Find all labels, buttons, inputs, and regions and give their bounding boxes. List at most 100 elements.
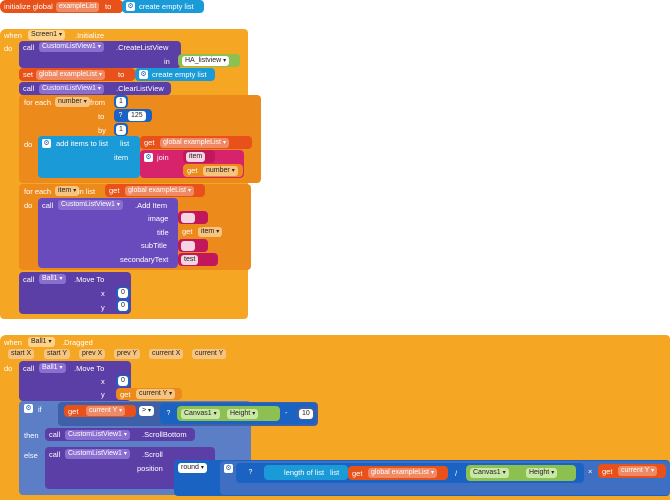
text-item-block[interactable]: item — [183, 150, 215, 163]
for-each-label: for each — [24, 98, 52, 107]
component-dropdown[interactable]: CustomListView1 ▾ — [65, 449, 130, 459]
secondary-text-value[interactable]: test — [181, 254, 199, 265]
image-text-value[interactable] — [181, 212, 195, 223]
get-label: get — [352, 468, 363, 478]
call-label: call — [23, 43, 35, 52]
listview-arrangement-dropdown[interactable]: HA_listview ▾ — [182, 55, 230, 66]
get-item-block[interactable]: get item ▾ — [178, 225, 229, 238]
y-number-block[interactable]: 0 — [116, 300, 130, 312]
add-items-to-list-block[interactable]: ⚙ add items to list list item — [38, 136, 140, 178]
x-number-block-2[interactable]: 0 — [116, 375, 130, 387]
clear-list-view-block[interactable]: call CustomListView1 ▾ .ClearListView — [19, 82, 171, 95]
get-current-y-block-3[interactable]: get current Y ▾ — [598, 464, 666, 478]
component-dropdown[interactable]: CustomListView1 ▾ — [65, 429, 130, 440]
gear-icon[interactable]: ⚙ — [144, 153, 153, 162]
param-prev-y[interactable]: prev Y — [114, 349, 141, 359]
ball-move-to-block[interactable]: call Ball1 ▾ .Move To x y — [19, 272, 131, 314]
by-value[interactable]: 1 — [116, 124, 126, 135]
gear-icon[interactable]: ⚙ — [139, 70, 148, 79]
get-current-y-block-2[interactable]: get current Y ▾ — [64, 405, 136, 417]
do-label: do — [4, 364, 13, 373]
screen-component-dropdown[interactable]: Screen1 ▾ — [28, 30, 66, 40]
by-number-block[interactable]: 1 — [114, 123, 128, 136]
canvas-height-getter-2[interactable]: Canvas1 ▾ Height ▾ — [466, 465, 576, 481]
by-label: by — [98, 126, 106, 135]
component-dropdown[interactable]: CustomListView1 ▾ — [39, 83, 104, 94]
help-icon[interactable]: ? — [164, 409, 173, 418]
gear-icon[interactable]: ⚙ — [224, 464, 233, 473]
global-var-name[interactable]: exampleList — [56, 1, 100, 12]
multiply-label: × — [588, 467, 593, 476]
minus-value[interactable]: 10 — [299, 408, 313, 419]
param-start-x[interactable]: start X — [8, 349, 35, 359]
set-list-block[interactable]: set global exampleList ▾ to — [19, 68, 135, 81]
get-number-block[interactable]: get number ▾ — [183, 164, 243, 177]
param-start-y[interactable]: start Y — [44, 349, 71, 359]
if-label: if — [38, 405, 42, 414]
loop-var-name[interactable]: item ▾ — [55, 186, 80, 196]
get-item-dropdown[interactable]: item ▾ — [198, 226, 223, 237]
get-current-y-dropdown[interactable]: current Y ▾ — [136, 389, 176, 399]
set-label: set — [23, 70, 34, 79]
canvas-height-getter[interactable]: Canvas1 ▾ Height ▾ — [177, 406, 280, 421]
get-var-dropdown[interactable]: global exampleList ▾ — [368, 468, 437, 478]
secondary-text-block[interactable]: test — [178, 253, 218, 266]
subtitle-text-block[interactable] — [178, 239, 208, 252]
param-current-x[interactable]: current X — [149, 349, 184, 359]
get-var-dropdown[interactable]: current Y ▾ — [86, 406, 126, 416]
param-current-y[interactable]: current Y — [192, 349, 227, 359]
to-value[interactable]: 125 — [128, 110, 146, 121]
get-global-list-block[interactable]: get global exampleList ▾ — [140, 136, 252, 149]
component-dropdown[interactable]: CustomListView1 ▾ — [39, 42, 104, 52]
from-number-block[interactable]: 1 — [114, 95, 128, 108]
help-icon[interactable]: ? — [116, 111, 125, 120]
create-list-view-block[interactable]: call CustomListView1 ▾ .CreateListView i… — [19, 41, 181, 68]
minus-number-block[interactable]: 10 — [297, 407, 315, 420]
x-value[interactable]: 0 — [118, 288, 128, 298]
height-property-dropdown[interactable]: Height ▾ — [526, 468, 558, 478]
component-dropdown[interactable]: CustomListView1 ▾ — [58, 200, 123, 210]
round-dropdown[interactable]: round ▾ — [178, 463, 207, 473]
subtitle-text-value[interactable] — [181, 240, 195, 251]
listview-arrangement-block[interactable]: HA_listview ▾ — [178, 54, 240, 67]
set-var-dropdown[interactable]: global exampleList ▾ — [36, 69, 105, 80]
help-icon[interactable]: ? — [246, 468, 255, 477]
ball-move-to-block-2[interactable]: call Ball1 ▾ .Move To x y — [19, 361, 131, 401]
canvas-component-dropdown[interactable]: Canvas1 ▾ — [181, 408, 220, 419]
get-var-dropdown[interactable]: current Y ▾ — [618, 466, 658, 476]
image-text-block[interactable] — [178, 211, 208, 224]
create-empty-list-block-2[interactable]: ⚙ create empty list — [135, 68, 215, 81]
component-dropdown[interactable]: Ball1 ▾ — [39, 363, 66, 373]
ball-component-dropdown[interactable]: Ball1 ▾ — [28, 337, 55, 347]
length-of-list-label: length of list — [284, 468, 325, 477]
get-global-list-block-2[interactable]: get global exampleList ▾ — [105, 184, 205, 197]
create-empty-list-block[interactable]: ⚙ create empty list — [122, 0, 204, 13]
to-number-block[interactable]: ? 125 — [114, 109, 152, 122]
text-item-value[interactable]: item — [186, 151, 206, 162]
gear-icon[interactable]: ⚙ — [24, 404, 33, 413]
scroll-bottom-block[interactable]: call CustomListView1 ▾ .ScrollBottom — [45, 428, 195, 441]
component-label: Ball1 — [42, 275, 58, 282]
compare-operator-dropdown[interactable]: > ▾ — [139, 406, 155, 416]
get-current-y-block[interactable]: get current Y ▾ — [116, 388, 182, 400]
length-of-list-block[interactable]: length of list list — [264, 465, 348, 480]
canvas-component-dropdown[interactable]: Canvas1 ▾ — [470, 468, 509, 478]
from-value[interactable]: 1 — [116, 96, 126, 107]
canvas-label: Canvas1 — [184, 409, 212, 417]
when-label: when — [4, 338, 22, 347]
x-value[interactable]: 0 — [118, 376, 128, 386]
get-var-dropdown[interactable]: global exampleList ▾ — [160, 137, 229, 148]
get-number-dropdown[interactable]: number ▾ — [203, 165, 238, 176]
gear-icon[interactable]: ⚙ — [42, 139, 51, 148]
loop-var-name[interactable]: number ▾ — [55, 97, 90, 107]
add-item-block[interactable]: call CustomListView1 ▾ .Add Item image t… — [38, 198, 178, 268]
gear-icon[interactable]: ⚙ — [126, 2, 135, 11]
height-property-dropdown[interactable]: Height ▾ — [227, 408, 259, 419]
y-value[interactable]: 0 — [118, 301, 128, 311]
initialize-global-block[interactable]: initialize global exampleList to — [0, 0, 123, 13]
component-dropdown[interactable]: Ball1 ▾ — [39, 274, 66, 284]
param-prev-x[interactable]: prev X — [79, 349, 106, 359]
get-var-dropdown[interactable]: global exampleList ▾ — [125, 185, 194, 196]
x-number-block[interactable]: 0 — [116, 287, 130, 299]
get-global-list-block-3[interactable]: get global exampleList ▾ — [348, 466, 448, 480]
